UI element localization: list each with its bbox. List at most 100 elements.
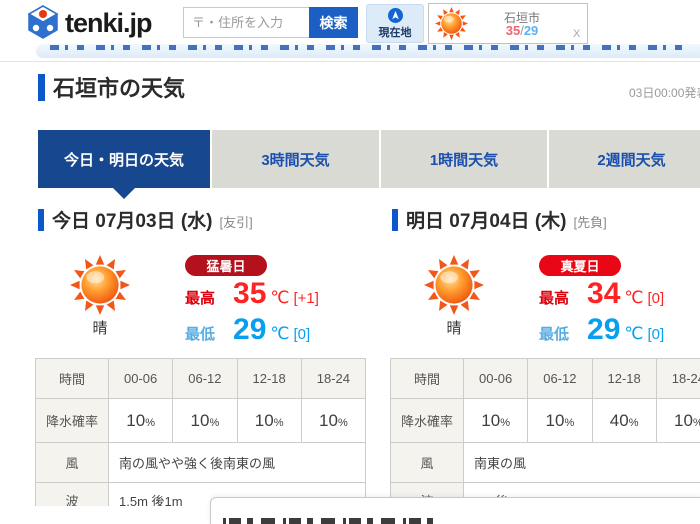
tab-1hour[interactable]: 1時間天気	[381, 130, 547, 188]
widget-low-temp: 29	[523, 23, 539, 38]
current-location-label: 現在地	[378, 26, 412, 39]
precip-value: 10	[481, 410, 501, 430]
low-label: 最低	[539, 326, 570, 343]
precip-cell: 10%	[172, 398, 238, 443]
widget-slash: /	[520, 23, 524, 38]
widget-close-icon[interactable]: X	[573, 28, 581, 40]
low-unit: ℃	[624, 324, 644, 343]
precip-value: 10	[545, 410, 565, 430]
search-button[interactable]: 検索	[309, 7, 358, 38]
percent-sign: %	[693, 417, 700, 429]
tomorrow-panel: 明日 07月04日 (木) [先負] 晴 真夏日 最高 34 ℃ [0] 最低 …	[389, 205, 700, 357]
sun-icon	[70, 255, 130, 315]
today-high-row: 最高 35 ℃ [+1]	[185, 279, 319, 309]
precip-cell: 40%	[591, 398, 657, 443]
current-location-button[interactable]: 現在地	[366, 4, 424, 43]
tab-3hour[interactable]: 3時間天気	[212, 130, 379, 188]
sun-icon	[424, 255, 484, 315]
precip-cell: 10%	[107, 398, 174, 443]
tomorrow-rokuyo: [先負]	[573, 215, 607, 230]
tomorrow-heading: 明日 07月04日 (木) [先負]	[406, 206, 607, 233]
tomorrow-heat-badge: 真夏日	[539, 255, 621, 276]
time-cell: 00-06	[462, 358, 529, 399]
precip-header: 降水確率	[390, 398, 464, 443]
navigation-arrow-icon	[387, 7, 403, 23]
wind-cell: 南の風やや強く後南東の風	[108, 442, 366, 483]
tab-today-tomorrow[interactable]: 今日・明日の天気	[38, 130, 210, 188]
precip-cell: 10%	[300, 398, 367, 443]
time-cell: 12-18	[236, 358, 302, 399]
high-diff: [0]	[647, 290, 665, 307]
percent-sign: %	[500, 416, 510, 429]
widget-temps: 35/29	[487, 23, 557, 38]
header-divider	[0, 61, 700, 62]
sun-icon	[435, 7, 468, 40]
table-row: 時間 00-06 06-12 12-18 18-24	[390, 358, 700, 399]
low-diff: [0]	[647, 326, 665, 343]
today-low-row: 最低 29 ℃ [0]	[185, 315, 310, 345]
tomorrow-date: 明日 07月04日 (木)	[406, 211, 567, 232]
clipped-nav-text	[50, 45, 692, 50]
clipped-nav-strip[interactable]	[36, 44, 700, 58]
time-cell: 18-24	[300, 358, 367, 399]
wind-cell: 南東の風	[463, 442, 700, 483]
logo-text: tenki.jp	[65, 7, 153, 38]
high-unit: ℃	[624, 288, 644, 307]
time-header: 時間	[390, 358, 464, 399]
today-weather-text: 晴	[92, 320, 108, 337]
high-unit: ℃	[270, 288, 290, 307]
active-tab-pointer	[113, 188, 135, 199]
precip-value: 10	[126, 410, 146, 430]
precip-value: 10	[190, 410, 210, 430]
widget-high-temp: 35	[505, 23, 521, 38]
today-heading: 今日 07月03日 (水) [友引]	[52, 206, 253, 233]
title-accent-bar	[38, 74, 45, 101]
high-diff: [+1]	[293, 290, 319, 307]
tomorrow-forecast-table: 時間 00-06 06-12 12-18 18-24 降水確率 10% 10% …	[390, 358, 700, 519]
page-title: 石垣市の天気	[53, 76, 186, 101]
high-label: 最高	[539, 290, 570, 307]
low-diff: [0]	[293, 326, 311, 343]
wind-header: 風	[35, 442, 109, 483]
precip-value: 10	[674, 410, 693, 430]
wind-header: 風	[390, 442, 464, 483]
high-label: 最高	[185, 290, 216, 307]
cube-weather-logo-icon	[27, 5, 59, 39]
tomorrow-low-row: 最低 29 ℃ [0]	[539, 315, 664, 345]
time-cell: 00-06	[107, 358, 174, 399]
precip-value: 10	[254, 410, 274, 430]
precip-cell: 10%	[462, 398, 529, 443]
high-value: 34	[587, 277, 621, 310]
clipped-dialog[interactable]	[210, 497, 700, 524]
tab-2week[interactable]: 2週間天気	[549, 130, 700, 188]
percent-sign: %	[209, 416, 220, 429]
precip-value: 10	[319, 410, 338, 430]
time-header: 時間	[35, 358, 109, 399]
percent-sign: %	[337, 416, 348, 429]
precip-cell: 10%	[236, 398, 302, 443]
time-cell: 12-18	[591, 358, 657, 399]
percent-sign: %	[145, 416, 155, 429]
precip-cell: 10%	[527, 398, 593, 443]
time-cell: 18-24	[655, 358, 700, 399]
low-value: 29	[587, 313, 621, 346]
table-row: 降水確率 10% 10% 40% 10%	[390, 398, 700, 443]
clipped-dialog-text	[223, 518, 438, 524]
widget-city: 石垣市	[503, 11, 540, 25]
location-weather-widget[interactable]: 石垣市 35/29 X	[428, 3, 588, 44]
tomorrow-high-row: 最高 34 ℃ [0]	[539, 279, 664, 309]
today-forecast-table: 時間 00-06 06-12 12-18 18-24 降水確率 10% 10% …	[35, 358, 367, 519]
search-input[interactable]	[183, 7, 310, 38]
today-date: 今日 07月03日 (水)	[52, 211, 213, 232]
low-value: 29	[233, 313, 267, 346]
site-logo[interactable]: tenki.jp	[26, 5, 153, 41]
tomorrow-weather-text: 晴	[446, 320, 462, 337]
today-panel: 今日 07月03日 (水) [友引] 晴 猛暑日 最高 35 ℃ [+1] 最低…	[35, 205, 367, 357]
announced-time: 03日00:00発表	[629, 86, 700, 100]
table-row: 風 南東の風	[390, 442, 700, 483]
today-heat-badge: 猛暑日	[185, 255, 267, 276]
low-unit: ℃	[270, 324, 290, 343]
percent-sign: %	[628, 416, 639, 429]
today-rokuyo: [友引]	[219, 215, 253, 230]
